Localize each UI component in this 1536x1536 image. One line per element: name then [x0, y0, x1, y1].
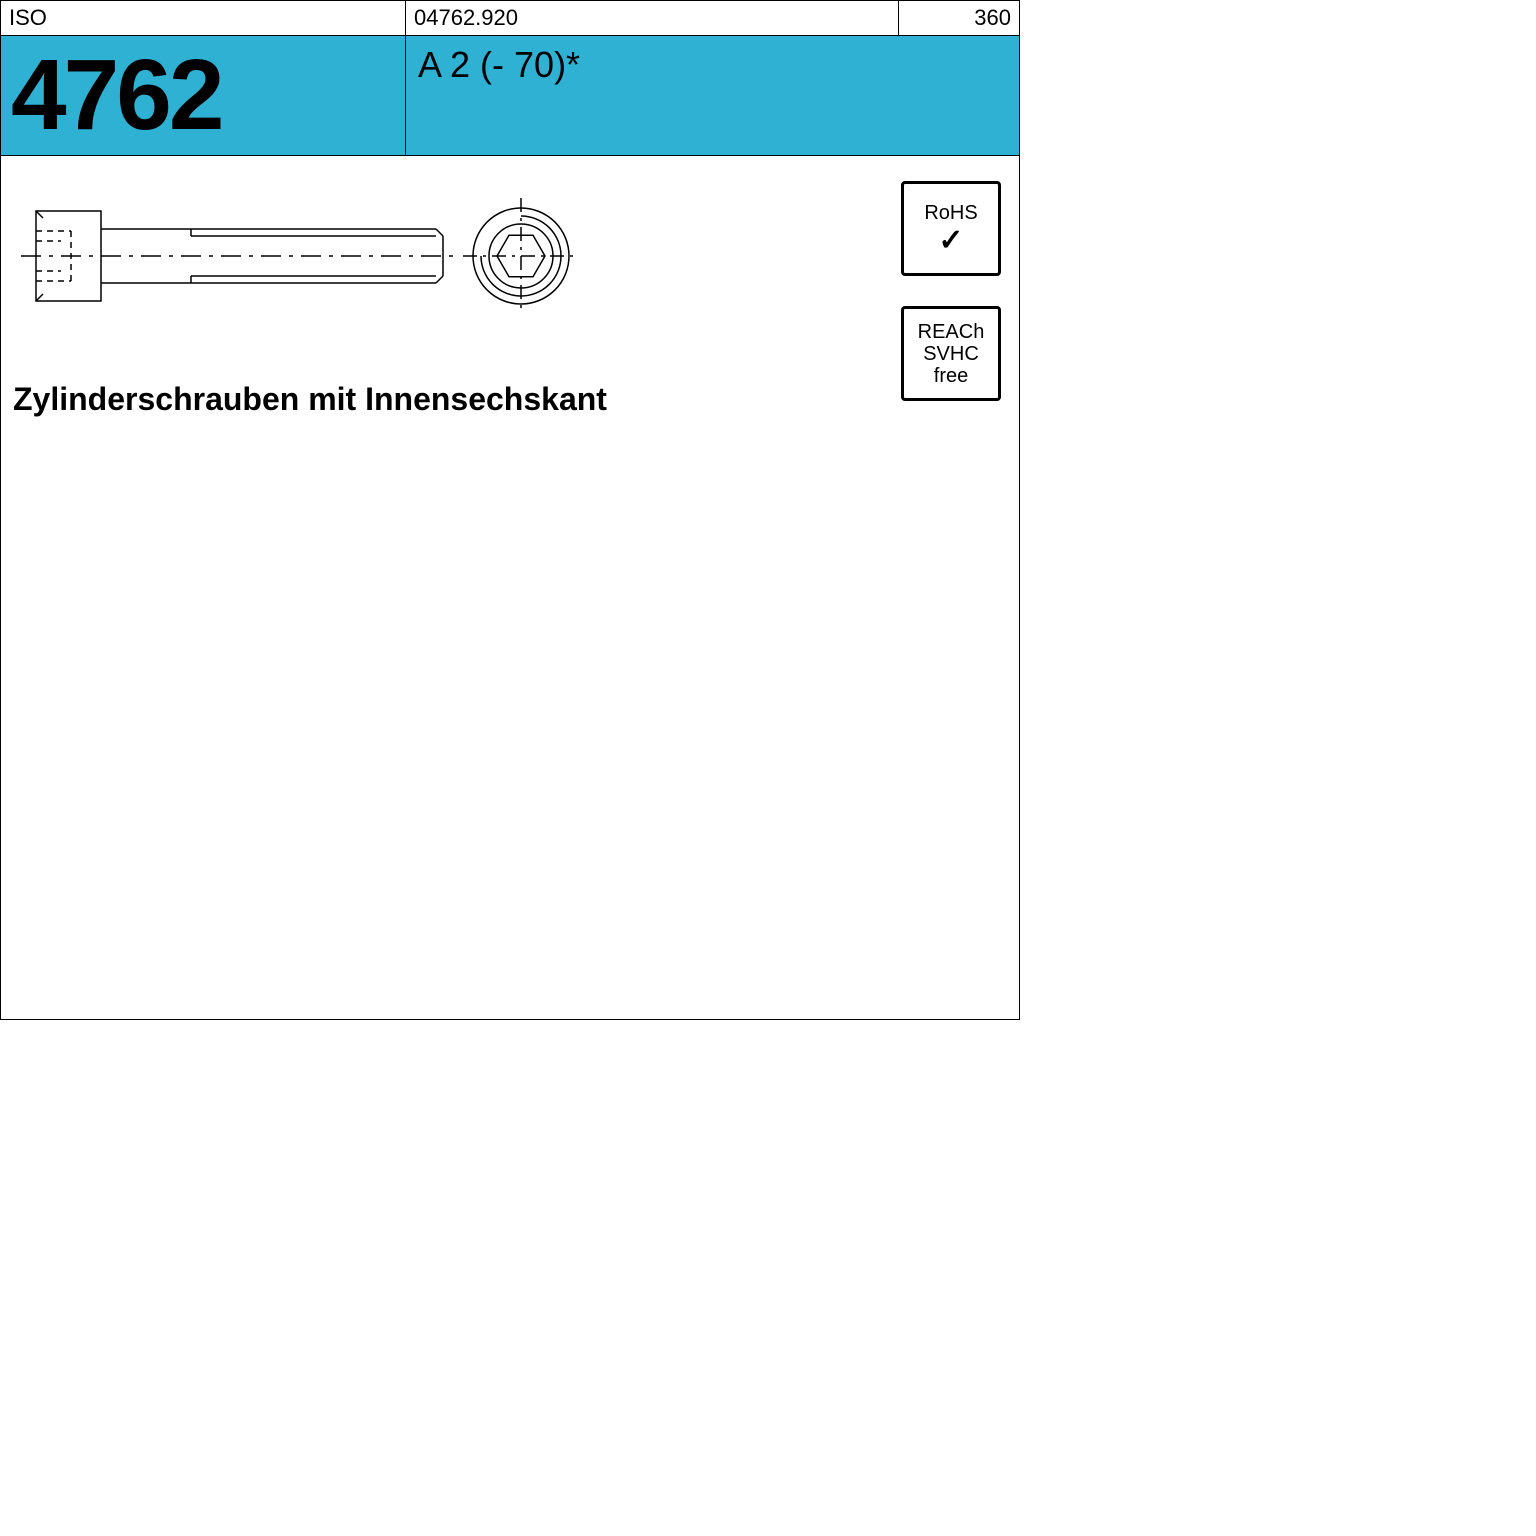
check-icon: ✓ — [938, 226, 963, 256]
reach-line1: REACh — [918, 321, 985, 343]
header-row: ISO 04762.920 360 — [1, 1, 1019, 36]
reach-line3: free — [934, 365, 968, 387]
header-code: 04762.920 — [406, 1, 899, 35]
header-right: 360 — [899, 1, 1019, 35]
standard-code-cell: 4762 — [1, 36, 406, 155]
reach-badge: REACh SVHC free — [901, 306, 1001, 401]
material-cell: A 2 (- 70)* — [406, 36, 1019, 155]
material-text: A 2 (- 70)* — [418, 44, 580, 86]
reach-line2: SVHC — [923, 343, 979, 365]
screw-diagram-icon — [21, 191, 581, 321]
standard-code: 4762 — [11, 38, 221, 153]
rohs-badge: RoHS ✓ — [901, 181, 1001, 276]
header-iso: ISO — [1, 1, 406, 35]
blue-band: 4762 A 2 (- 70)* — [1, 36, 1019, 156]
product-card: ISO 04762.920 360 4762 A 2 (- 70)* — [0, 0, 1020, 1020]
description: Zylinderschrauben mit Innensechskant — [1, 381, 619, 418]
compliance-badges: RoHS ✓ REACh SVHC free — [901, 181, 1001, 401]
rohs-label: RoHS — [924, 202, 977, 224]
